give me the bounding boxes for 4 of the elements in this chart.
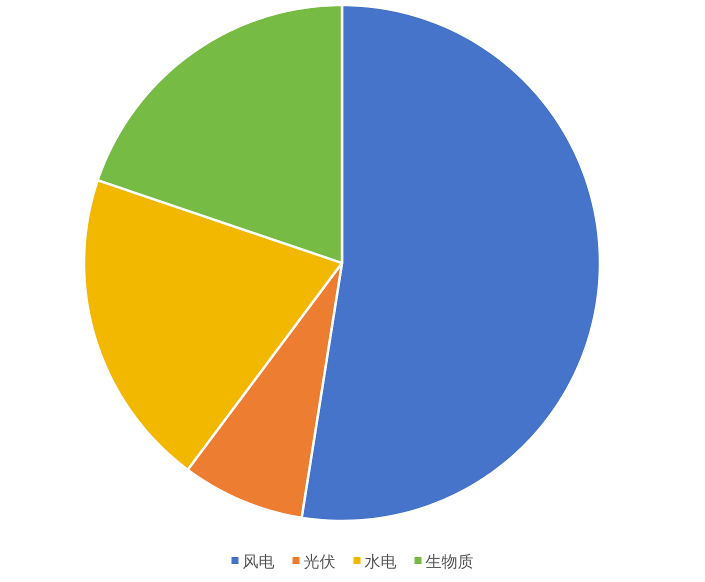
legend-label: 生物质 xyxy=(426,552,474,571)
legend-label: 风电 xyxy=(242,552,274,571)
legend-label: 光伏 xyxy=(304,552,336,571)
legend-label: 水电 xyxy=(364,552,396,571)
